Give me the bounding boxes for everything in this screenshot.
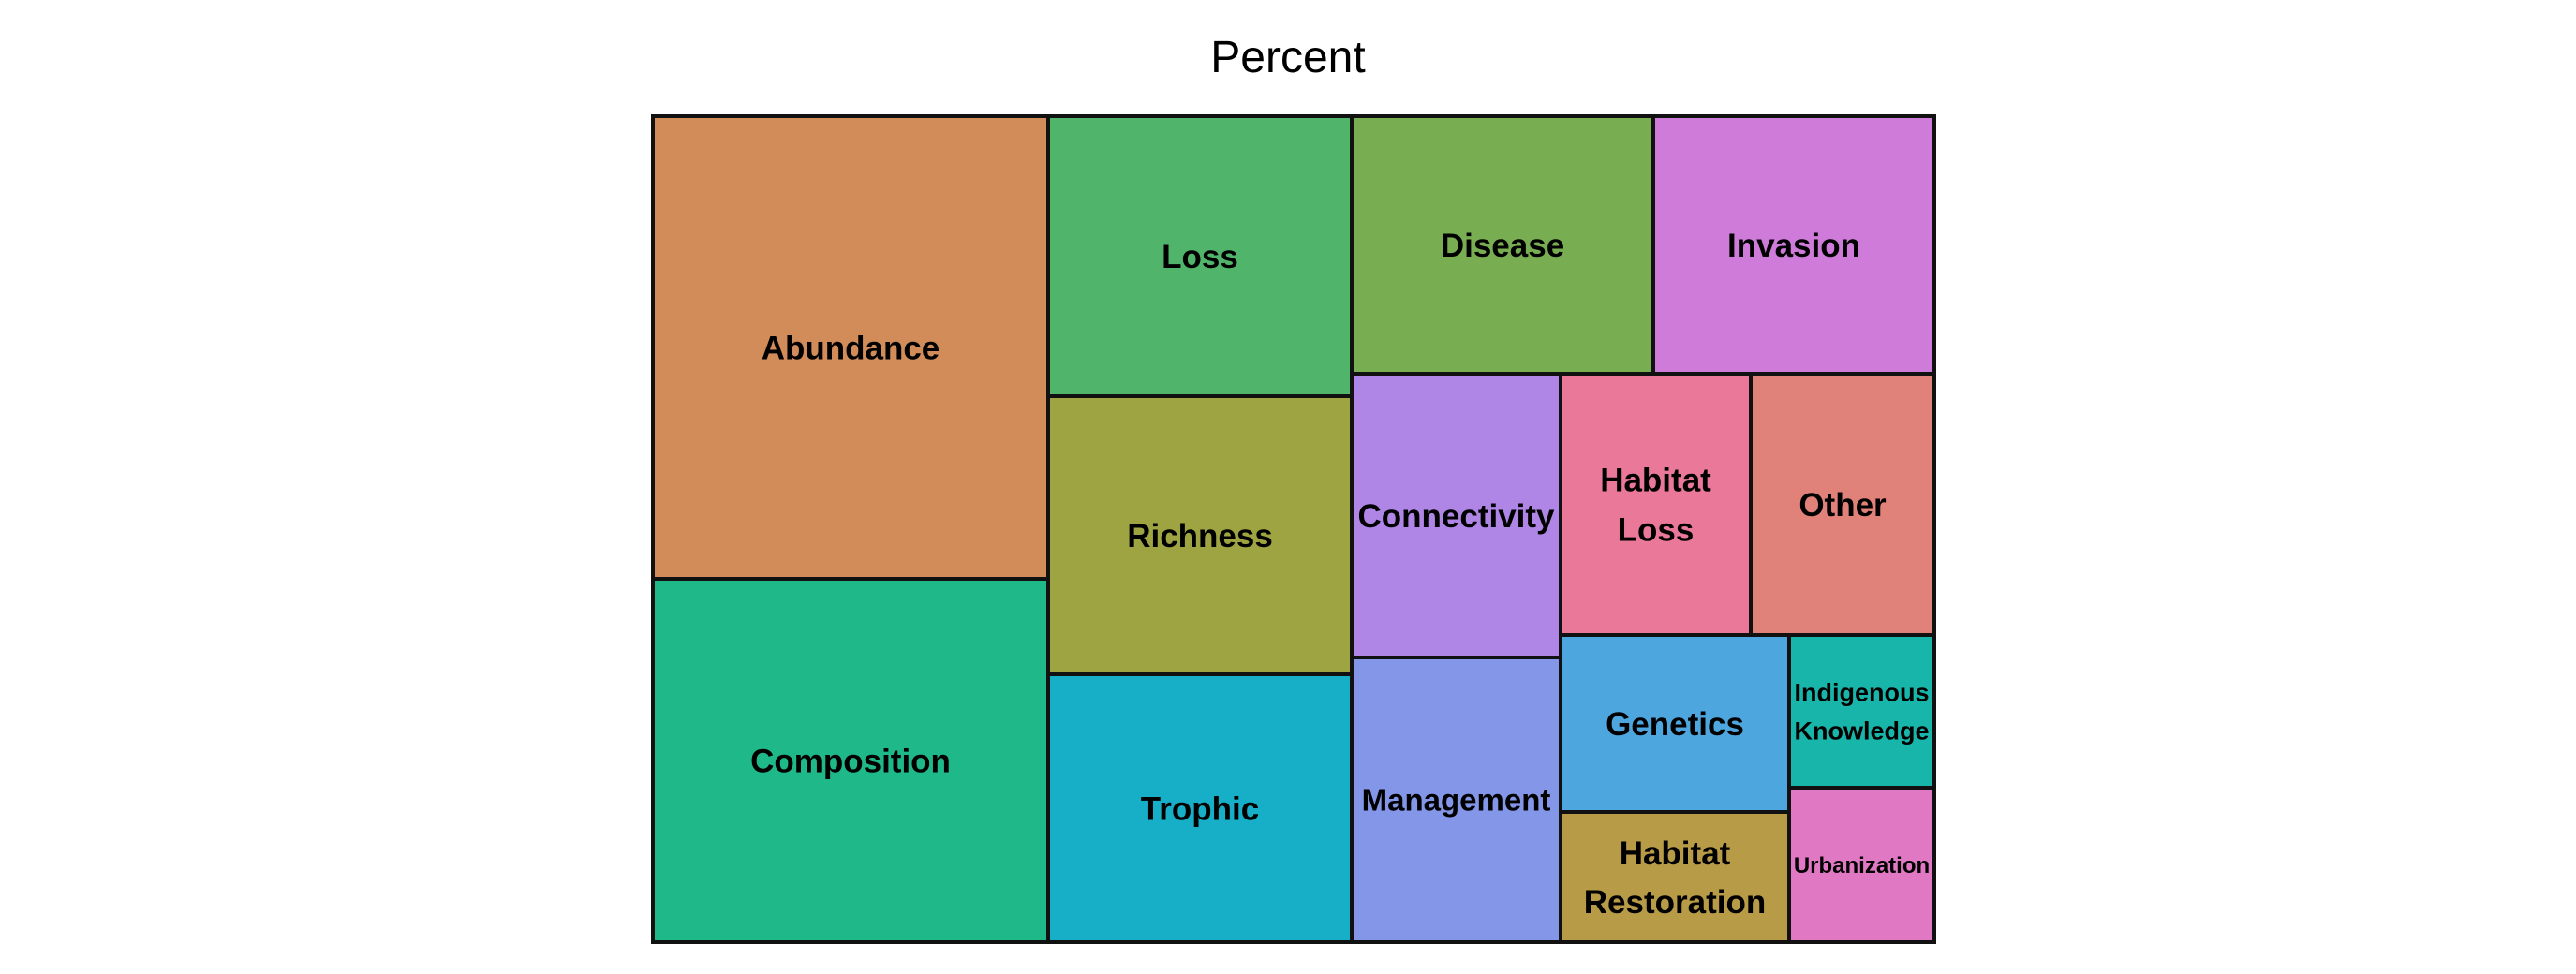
tile-label-line: Trophic: [1141, 790, 1259, 827]
tile-label-line: Restoration: [1584, 884, 1766, 921]
tile-label-invasion: Invasion: [1727, 228, 1860, 264]
tile-label-composition: Composition: [750, 743, 951, 779]
tile-label-line: Habitat: [1620, 835, 1731, 872]
tile-label-genetics: Genetics: [1606, 706, 1744, 743]
tile-label-line: Management: [1362, 783, 1551, 818]
tile-abundance: [651, 114, 1050, 581]
tile-label-habitat-restoration: Habitat Restoration: [1584, 835, 1766, 921]
tile-label-trophic: Trophic: [1141, 790, 1259, 827]
tile-label-line: Urbanization: [1794, 853, 1930, 878]
tile-label-line: Composition: [750, 743, 951, 779]
tile-label-line: Abundance: [762, 330, 940, 366]
tile-label-line: Other: [1799, 487, 1887, 524]
tile-label-line: Knowledge: [1794, 716, 1929, 745]
tile-label-indigenous-knowledge: Indigenous Knowledge: [1794, 678, 1929, 745]
tile-label-richness: Richness: [1127, 518, 1273, 554]
tile-loss: [1046, 114, 1354, 398]
tile-invasion: [1651, 114, 1936, 376]
tile-label-disease: Disease: [1441, 228, 1564, 264]
tile-label-line: Indigenous: [1795, 678, 1930, 706]
tile-label-line: Habitat: [1600, 462, 1711, 498]
tile-label-line: Loss: [1618, 511, 1695, 548]
tile-label-abundance: Abundance: [762, 330, 940, 366]
tile-label-line: Connectivity: [1357, 498, 1555, 535]
chart-title: Percent: [1210, 33, 1366, 82]
tile-indigenous-knowledge: [1787, 633, 1936, 790]
tile-management: [1350, 656, 1562, 944]
tile-genetics: [1559, 633, 1791, 814]
tile-label-line: Genetics: [1606, 706, 1744, 743]
tile-other: [1749, 372, 1936, 637]
tile-label-connectivity: Connectivity: [1357, 498, 1555, 535]
tile-urbanization: [1787, 786, 1936, 944]
tile-label-management: Management: [1362, 783, 1551, 818]
tile-label-other: Other: [1799, 487, 1887, 524]
tile-habitat-restoration: [1559, 810, 1791, 944]
tile-label-habitat-loss: Habitat Loss: [1600, 462, 1711, 548]
tile-trophic: [1046, 672, 1354, 944]
tile-label-line: Disease: [1441, 228, 1564, 264]
tile-habitat-loss: [1559, 372, 1753, 637]
tile-label-line: Loss: [1162, 239, 1238, 275]
tile-label-line: Richness: [1127, 518, 1273, 554]
tile-connectivity: [1350, 372, 1562, 659]
tile-label-urbanization: Urbanization: [1794, 853, 1930, 878]
tile-composition: [651, 577, 1050, 944]
tile-label-line: Invasion: [1727, 228, 1860, 264]
tile-label-loss: Loss: [1162, 239, 1238, 275]
